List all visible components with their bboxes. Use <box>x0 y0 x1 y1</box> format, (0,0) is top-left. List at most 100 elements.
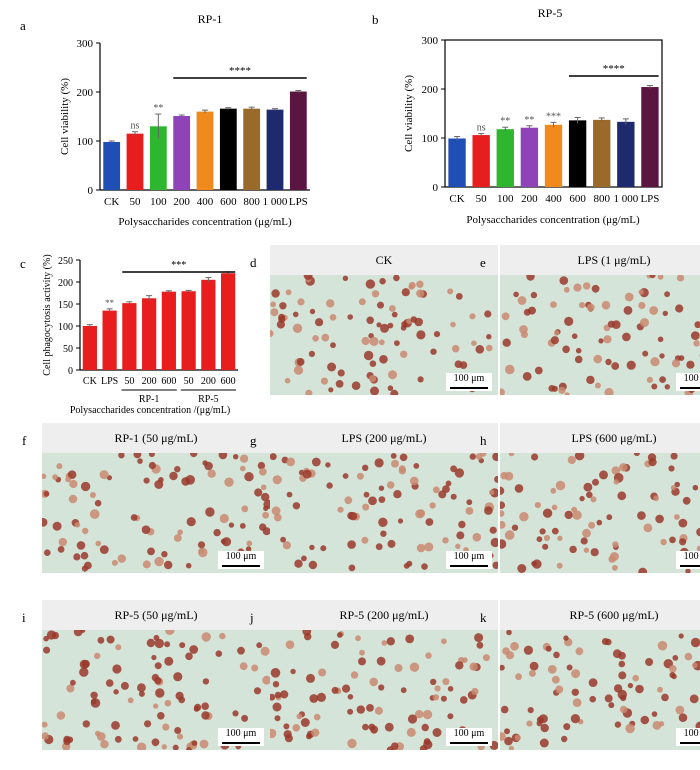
cell <box>417 376 424 383</box>
cell <box>161 744 167 750</box>
cell <box>668 465 675 472</box>
cell <box>185 562 192 569</box>
cell <box>640 715 650 725</box>
cell <box>224 477 234 487</box>
cell <box>550 301 557 308</box>
cell <box>408 284 415 290</box>
cell <box>164 699 172 707</box>
cell <box>296 713 303 720</box>
cell <box>657 640 668 651</box>
cell <box>308 560 318 570</box>
cell <box>692 484 699 491</box>
bar-3 <box>520 127 539 187</box>
cell <box>377 301 384 309</box>
cell <box>348 564 356 572</box>
cell <box>309 694 319 703</box>
cell <box>416 289 425 298</box>
cell <box>154 638 164 649</box>
y-axis-label: Cell viability (%) <box>59 78 71 155</box>
cell <box>393 275 400 282</box>
cell <box>185 652 193 661</box>
cell <box>399 453 408 462</box>
cell-field <box>500 453 700 573</box>
cell <box>42 473 47 479</box>
cell <box>601 300 611 310</box>
cell <box>611 466 621 475</box>
micrograph-image: 100 μm <box>42 630 270 750</box>
cell <box>358 298 366 306</box>
cell <box>447 686 454 692</box>
micrograph-image: 100 μm <box>500 630 700 750</box>
scale-bar: 100 μm <box>218 551 264 569</box>
x-tick-label-1: LPS <box>101 376 118 387</box>
cell <box>384 722 394 732</box>
cell <box>43 490 50 497</box>
bar-4 <box>544 124 563 187</box>
cell <box>174 727 182 734</box>
cell <box>365 279 376 289</box>
cell <box>598 338 604 344</box>
cell <box>67 470 77 479</box>
bar-3 <box>142 298 157 370</box>
cell <box>662 310 668 317</box>
scale-bar: 100 μm <box>446 728 492 746</box>
cell <box>447 713 454 720</box>
cell <box>551 504 558 511</box>
cell <box>387 481 395 489</box>
cell <box>359 649 365 656</box>
cell <box>618 660 626 668</box>
cell <box>678 633 684 639</box>
micrograph-title: RP-1 (50 μg/mL) <box>42 423 270 453</box>
cell <box>311 728 320 737</box>
cell <box>185 475 195 485</box>
cell <box>508 453 515 457</box>
cell <box>510 641 519 651</box>
significance-label-2: ** <box>153 103 163 114</box>
cell <box>557 535 563 541</box>
scale-bar: 100 μm <box>218 728 264 746</box>
cell <box>424 542 434 552</box>
cell <box>684 652 693 661</box>
cell <box>410 316 418 323</box>
cell <box>348 512 358 521</box>
cell <box>618 671 627 680</box>
cell <box>363 491 370 498</box>
panel-letter-b: b <box>372 12 379 27</box>
cell <box>370 386 379 395</box>
cell <box>81 659 90 668</box>
cell <box>608 555 616 563</box>
cell <box>500 705 509 714</box>
cell <box>284 377 291 384</box>
cell <box>347 540 356 549</box>
x-tick-label-1: 50 <box>476 193 488 205</box>
cell <box>514 734 521 741</box>
bar-8 <box>289 91 307 190</box>
cell <box>550 336 559 345</box>
scale-bar-label: 100 μm <box>453 728 485 739</box>
cell <box>455 661 464 670</box>
cell <box>508 745 514 750</box>
x-tick-label-1: 50 <box>130 196 142 208</box>
cell <box>272 475 282 485</box>
cell <box>657 336 664 343</box>
cell <box>133 453 142 459</box>
cell <box>469 313 476 320</box>
cell <box>302 630 312 636</box>
cell <box>379 278 386 285</box>
cell <box>274 691 282 699</box>
cell <box>422 709 433 720</box>
x-tick-label-6: 200 <box>201 376 216 387</box>
cell <box>456 531 465 540</box>
cell <box>366 316 374 325</box>
cell <box>469 662 478 671</box>
cell <box>245 546 252 552</box>
cell <box>278 313 285 321</box>
cell <box>42 518 48 527</box>
cell <box>239 523 246 529</box>
cell <box>321 333 330 342</box>
cell <box>682 496 691 505</box>
cell <box>95 540 102 547</box>
cell <box>90 691 98 699</box>
bar-7 <box>266 109 284 190</box>
cell <box>95 730 101 737</box>
